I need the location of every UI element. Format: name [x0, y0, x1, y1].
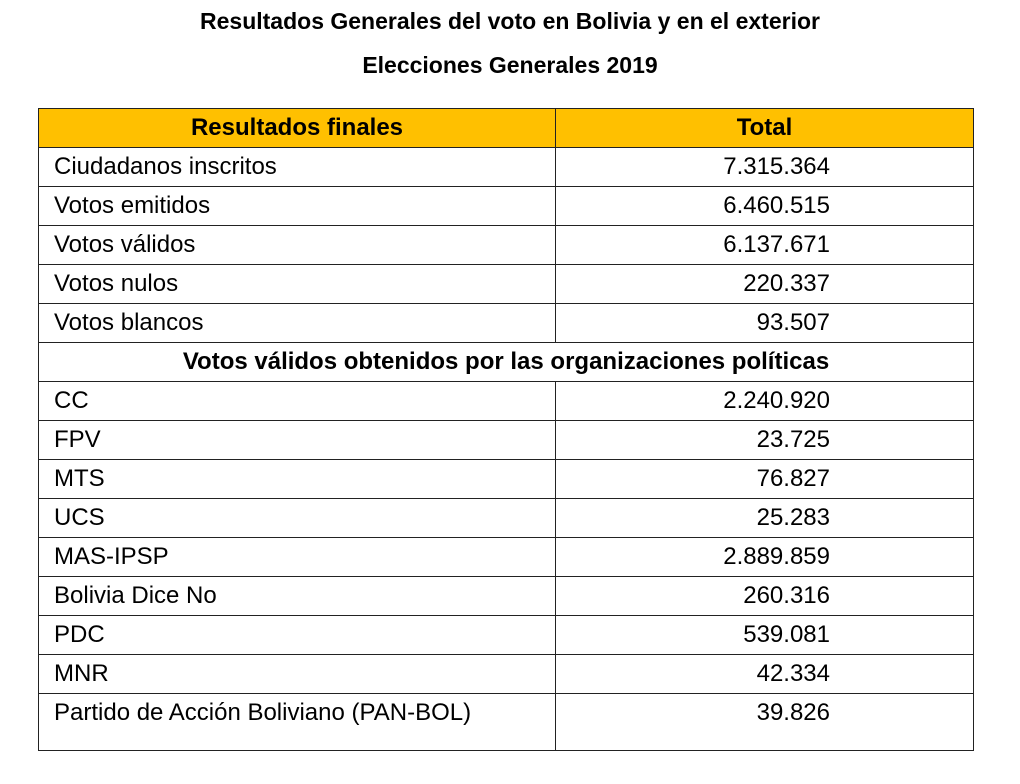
table-body: Resultados finales Total Ciudadanos insc… — [38, 108, 974, 751]
section-row: Votos válidos obtenidos por las organiza… — [38, 342, 974, 382]
table-row: Votos emitidos 6.460.515 — [38, 186, 974, 226]
row-value: 6.137.671 — [555, 225, 974, 265]
row-label: MNR — [38, 654, 556, 694]
row-label: Bolivia Dice No — [38, 576, 556, 616]
row-value: 23.725 — [555, 420, 974, 460]
results-table: Resultados finales Total Ciudadanos insc… — [38, 108, 974, 751]
row-label: Votos válidos — [38, 225, 556, 265]
row-label: MAS-IPSP — [38, 537, 556, 577]
row-value: 25.283 — [555, 498, 974, 538]
table-row: CC 2.240.920 — [38, 381, 974, 421]
row-label: Partido de Acción Boliviano (PAN-BOL) — [38, 693, 556, 751]
row-value: 39.826 — [555, 693, 974, 751]
row-label: UCS — [38, 498, 556, 538]
row-label: PDC — [38, 615, 556, 655]
section-label: Votos válidos obtenidos por las organiza… — [38, 342, 974, 382]
table-row: MTS 76.827 — [38, 459, 974, 499]
row-value: 2.889.859 — [555, 537, 974, 577]
table-row: Votos nulos 220.337 — [38, 264, 974, 304]
row-value: 7.315.364 — [555, 147, 974, 187]
column-header: Resultados finales — [38, 108, 556, 148]
row-label: Votos nulos — [38, 264, 556, 304]
table-row: Votos blancos 93.507 — [38, 303, 974, 343]
row-label: FPV — [38, 420, 556, 460]
row-value: 220.337 — [555, 264, 974, 304]
row-value: 76.827 — [555, 459, 974, 499]
row-value: 539.081 — [555, 615, 974, 655]
table-row: Votos válidos 6.137.671 — [38, 225, 974, 265]
table-row: FPV 23.725 — [38, 420, 974, 460]
row-value: 42.334 — [555, 654, 974, 694]
table-row: UCS 25.283 — [38, 498, 974, 538]
row-label: Votos emitidos — [38, 186, 556, 226]
row-value: 6.460.515 — [555, 186, 974, 226]
table-row: PDC 539.081 — [38, 615, 974, 655]
table-row: MNR 42.334 — [38, 654, 974, 694]
row-label: CC — [38, 381, 556, 421]
row-value: 2.240.920 — [555, 381, 974, 421]
column-header: Total — [555, 108, 974, 148]
row-label: Ciudadanos inscritos — [38, 147, 556, 187]
row-value: 93.507 — [555, 303, 974, 343]
table-row: MAS-IPSP 2.889.859 — [38, 537, 974, 577]
row-value: 260.316 — [555, 576, 974, 616]
table-row: Bolivia Dice No 260.316 — [38, 576, 974, 616]
title: Resultados Generales del voto en Bolivia… — [200, 8, 820, 34]
subtitle: Elecciones Generales 2019 — [362, 52, 658, 78]
row-label: Votos blancos — [38, 303, 556, 343]
table-row: Partido de Acción Boliviano (PAN-BOL) 39.… — [38, 693, 974, 751]
row-label: MTS — [38, 459, 556, 499]
table-row: Ciudadanos inscritos 7.315.364 — [38, 147, 974, 187]
header-row: Resultados finales Total — [38, 108, 974, 148]
